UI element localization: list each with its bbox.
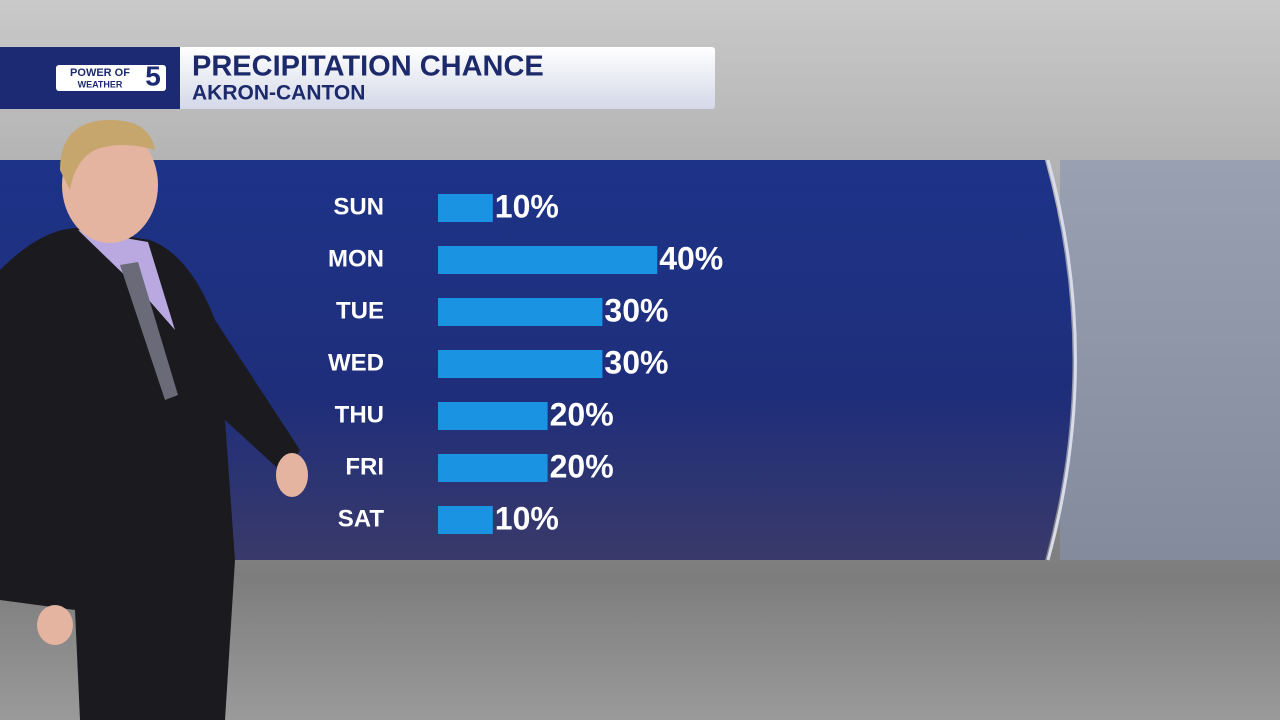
bar [438, 402, 548, 430]
bar [438, 298, 603, 326]
side-panel [1060, 160, 1280, 560]
logo-top: POWER OF [70, 67, 130, 79]
category-label: SUN [333, 193, 384, 220]
value-label: 20% [550, 448, 614, 484]
presenter [0, 120, 308, 720]
bar [438, 350, 603, 378]
value-label: 10% [495, 500, 559, 536]
bar [438, 506, 493, 534]
panel-edge [1046, 159, 1077, 561]
value-label: 40% [659, 240, 723, 276]
category-label: TUE [336, 297, 384, 324]
bar [438, 454, 548, 482]
category-label: SAT [338, 505, 385, 532]
value-label: 20% [550, 396, 614, 432]
category-label: THU [335, 401, 384, 428]
bar [438, 194, 493, 222]
chart-subtitle: AKRON-CANTON [192, 82, 365, 105]
value-label: 30% [604, 344, 668, 380]
chart-title: PRECIPITATION CHANCE [192, 51, 544, 83]
logo-plate [56, 65, 166, 91]
logo-bottom: WEATHER [78, 79, 123, 89]
category-label: FRI [345, 453, 384, 480]
bar [438, 246, 658, 274]
value-label: 30% [604, 292, 668, 328]
category-label: MON [328, 245, 384, 272]
value-label: 10% [495, 188, 559, 224]
logo-number: 5 [145, 60, 161, 91]
category-label: WED [328, 349, 384, 376]
